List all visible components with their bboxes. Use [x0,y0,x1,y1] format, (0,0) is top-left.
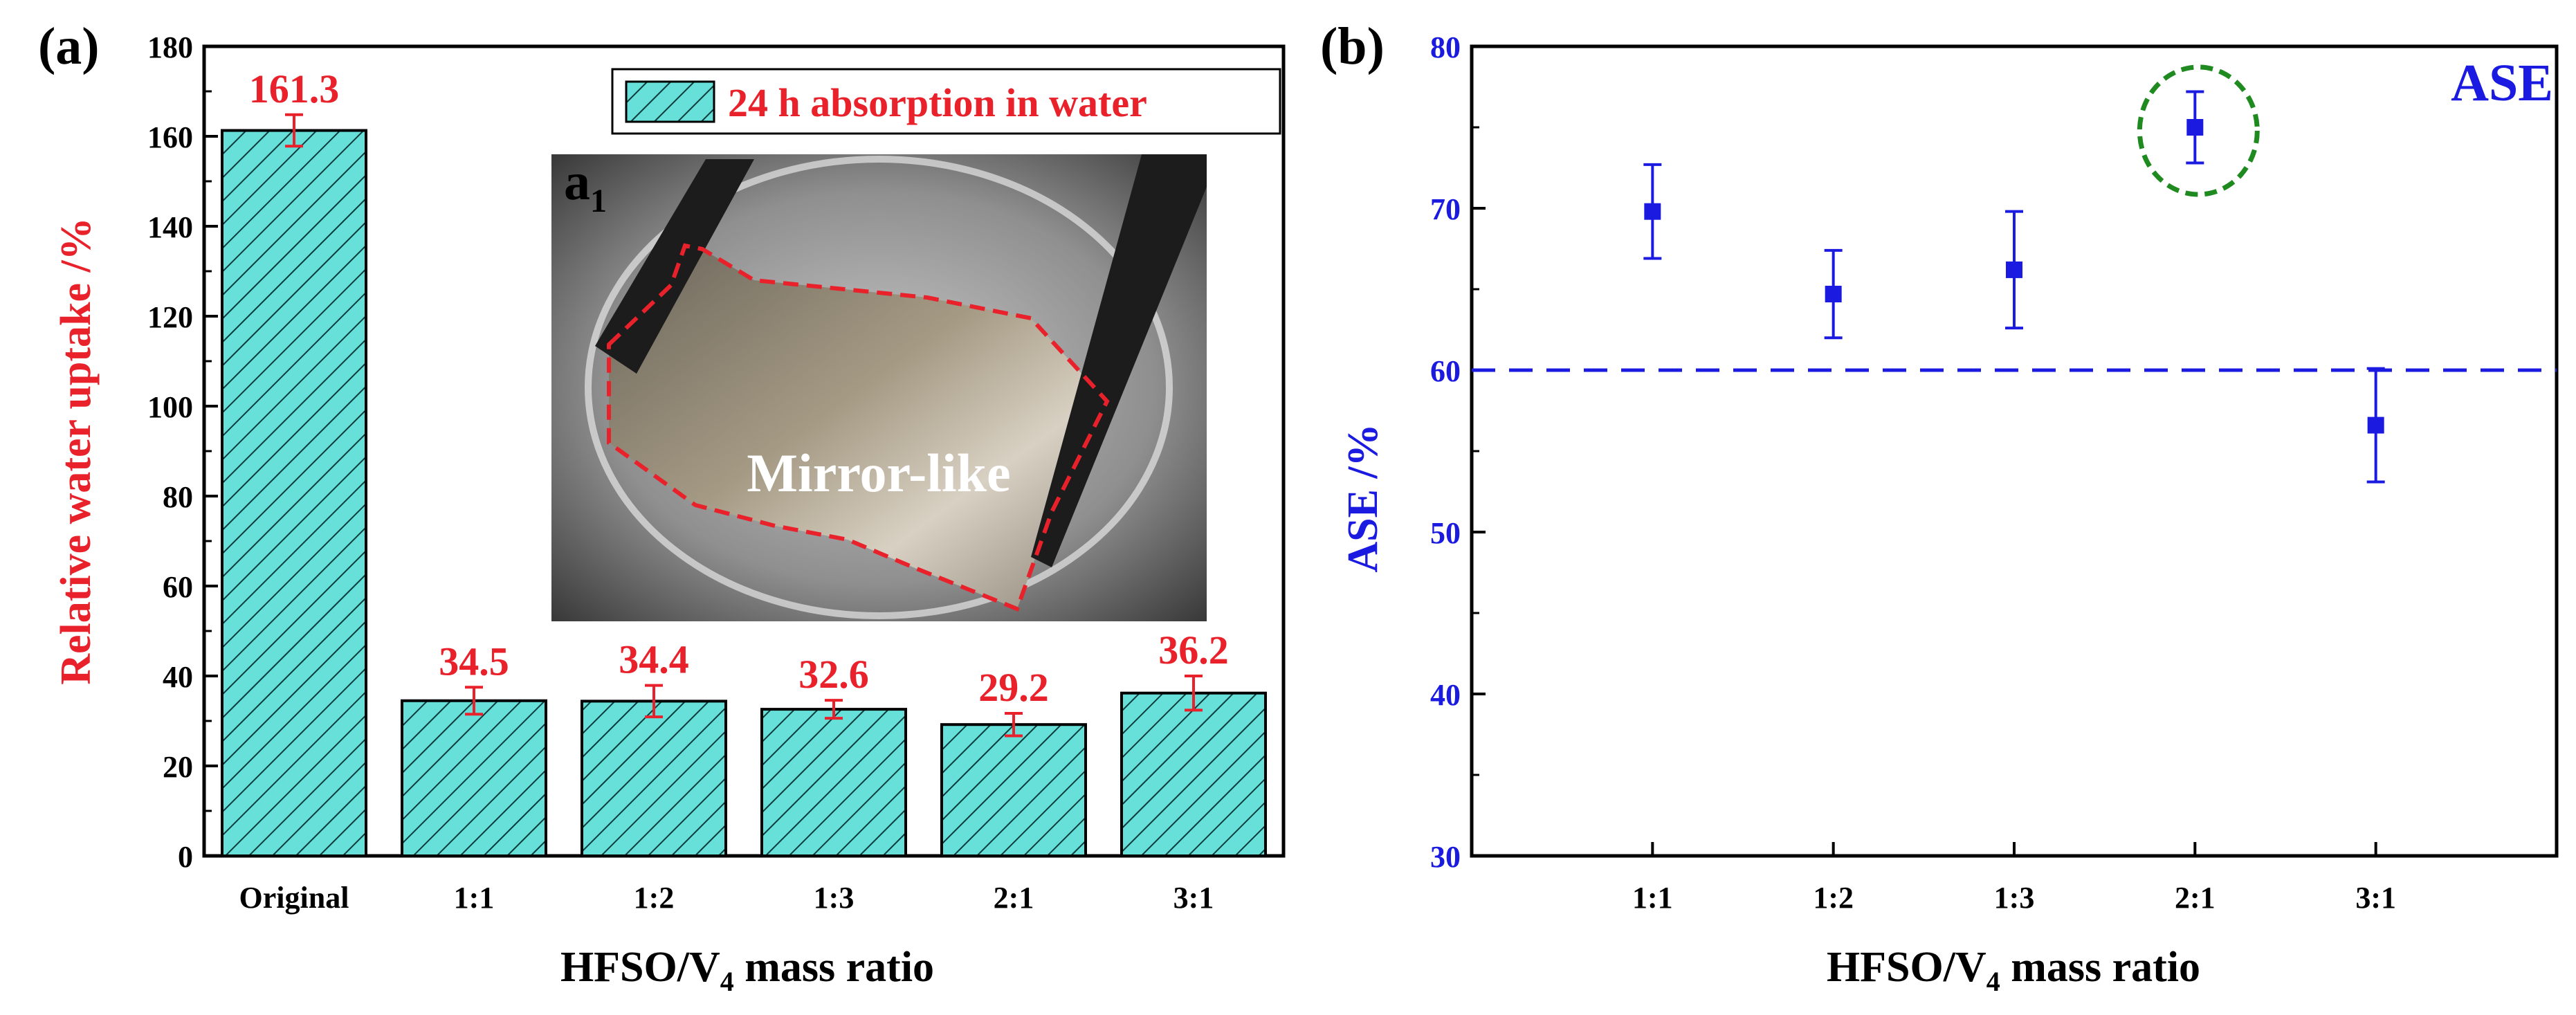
x-tick-label: Original [239,881,349,915]
sample-outline [607,243,1110,612]
y-tick-label: 100 [147,390,193,424]
highlight-circle [2137,64,2260,197]
data-label: 36.2 [1158,628,1229,673]
bar [1120,691,1267,858]
x-tick-label: 3:1 [1173,881,1214,915]
panel-b-points [1472,64,2557,484]
panel-b: (b) ASE 30 40 50 60 70 80 1:1 1:2 1:3 2:1 3:1 ASE … [1320,17,2559,997]
y-tick-label: 160 [147,120,193,154]
y-tick-label: 50 [1430,516,1461,550]
panel-b-y-axis-label: ASE /% [1340,423,1387,572]
y-tick-label: 70 [1430,192,1461,226]
panel-a-label: (a) [38,17,100,75]
x-tick-label: 1:2 [634,881,675,915]
x-tick-label: 3:1 [2355,881,2396,915]
bar [401,699,547,857]
legend-box [611,68,1281,135]
data-point [1825,286,1842,303]
panel-b-plot-frame [1470,44,2559,858]
panel-a-legend: 24 h absorption in water [611,68,1281,135]
data-label: 161.3 [249,66,340,111]
x-tick-label: 1:3 [814,881,855,915]
data-label: 29.2 [978,665,1049,710]
legend-swatch [625,80,715,123]
x-tick-label: 2:1 [994,881,1034,915]
data-point [2006,261,2022,278]
x-tick-label: 1:1 [454,881,495,915]
legend-label: 24 h absorption in water [728,80,1147,125]
data-point [2186,119,2204,136]
data-point [2367,417,2384,434]
panel-a-y-axis-label: Relative water uptake /% [53,217,100,685]
y-tick-label: 0 [178,840,193,874]
y-tick-label: 120 [147,300,193,334]
y-tick-label: 30 [1430,840,1461,874]
inset-caption: Mirror-like [747,443,1010,503]
treated-wood-sample [609,246,1107,609]
x-tick-label: 2:1 [2175,881,2216,915]
data-label: 34.4 [619,637,689,682]
panel-b-label: (b) [1320,17,1385,75]
bar [760,708,907,857]
y-tick-label: 180 [147,30,193,64]
y-tick-label: 60 [163,570,193,604]
x-tick-label: 1:2 [1813,881,1854,915]
panel-a-x-axis-label: HFSO/V4 mass ratio [560,944,934,997]
panel-b-axes: 30 40 50 60 70 80 1:1 1:2 1:3 2:1 3:1 [1430,30,2396,915]
panel-a-axes: 0 20 40 60 80 100 120 140 160 180 Original 1:1 1:2 1:… [147,30,1214,915]
y-tick-label: 40 [1430,678,1461,712]
bar [221,129,367,857]
panel-b-legend: ASE [2451,54,2553,112]
panel-b-x-axis-label: HFSO/V4 mass ratio [1827,944,2200,997]
panel-a-bars: 161.3 34.5 34.4 32.6 29.2 36.2 [221,66,1267,858]
petri-dish-rim [585,156,1173,619]
x-tick-label: 1:3 [1994,881,2035,915]
bar [940,723,1087,857]
y-tick-label: 140 [147,210,193,244]
bar [581,699,727,858]
y-tick-label: 40 [163,660,193,694]
y-tick-label: 80 [1430,30,1461,64]
inset-label: a1 [564,153,607,219]
x-tick-label: 1:1 [1632,881,1673,915]
y-tick-label: 20 [163,750,193,784]
y-tick-label: 60 [1430,354,1461,388]
data-point [1644,203,1661,220]
panel-a: (a) Mirror-like a1 24 h absorption in wa… [38,17,1286,997]
inset-photo: Mirror-like a1 [551,153,1207,621]
y-tick-label: 80 [163,480,193,514]
data-label: 32.6 [798,652,869,697]
data-label: 34.5 [439,639,509,684]
